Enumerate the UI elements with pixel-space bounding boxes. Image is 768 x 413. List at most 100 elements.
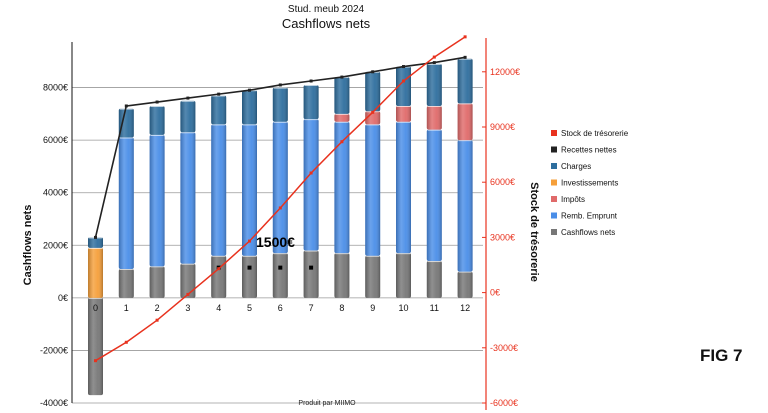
legend-swatch <box>551 130 557 136</box>
bars <box>88 58 473 396</box>
stock-tresorerie-point <box>278 206 282 210</box>
bar-shading <box>88 297 103 396</box>
bar-shading <box>426 261 442 298</box>
bar-shading <box>118 137 134 269</box>
recettes-nettes-point <box>124 104 128 108</box>
lines <box>94 35 467 363</box>
x-tick-label: 4 <box>216 303 221 313</box>
bar-shading <box>396 253 411 298</box>
y2-tick-label: 12000€ <box>490 67 520 77</box>
legend-swatch <box>551 163 557 169</box>
bar-shading <box>180 132 196 264</box>
bar-shading <box>426 63 442 106</box>
recettes-nettes-point <box>278 83 282 87</box>
recettes-nettes-point <box>155 100 159 104</box>
bar-shading <box>242 90 257 125</box>
y-tick-label: 2000€ <box>43 240 68 250</box>
bar-shading <box>272 121 288 254</box>
bar-shading <box>272 87 288 122</box>
legend[interactable]: Stock de trésorerie Recettes nettes Charge… <box>551 129 629 237</box>
bar-shading <box>180 263 196 298</box>
bar-shading <box>149 266 165 298</box>
stock-tresorerie-point <box>371 110 375 114</box>
bar-shading <box>334 121 350 254</box>
x-tick-label: 9 <box>370 303 375 313</box>
bar-shading <box>457 140 473 272</box>
figure-label: FIG 7 <box>700 346 743 365</box>
bar-shading <box>365 71 381 112</box>
stock-tresorerie-point <box>155 318 159 322</box>
chart-title: Stud. meub 2024 <box>288 4 365 15</box>
x-tick-label: 7 <box>309 303 314 313</box>
x-tick-label: 12 <box>460 303 470 313</box>
y-tick-label: -4000€ <box>40 398 68 408</box>
stock-tresorerie-point <box>402 79 405 83</box>
axes: -4000€ -2000€ 0€ 2000€ 4000€ 6000€ 8000€ -6000€… <box>40 38 520 410</box>
x-tick-label: 10 <box>398 303 408 313</box>
legend-entry[interactable]: Stock de trésorerie <box>561 129 629 138</box>
bar-shading <box>365 111 381 125</box>
bar-shading <box>211 95 227 125</box>
legend-entry[interactable]: Remb. Emprunt <box>561 212 618 221</box>
legend-swatch <box>551 212 557 219</box>
bar-shading <box>396 121 411 254</box>
recettes-nettes-point <box>186 96 190 100</box>
legend-entry[interactable]: Charges <box>561 162 591 171</box>
recettes-nettes-point <box>371 70 375 74</box>
y-tick-label: 6000€ <box>43 135 68 145</box>
bar-shading <box>180 100 196 133</box>
legend-swatch <box>551 196 557 202</box>
bar-shading <box>457 58 473 104</box>
x-tick-label: 5 <box>247 303 252 313</box>
y2-tick-label: 3000€ <box>490 232 515 242</box>
bar-shading <box>334 113 350 122</box>
bar-shading <box>396 66 411 106</box>
recettes-nettes-point <box>248 88 251 92</box>
legend-entry[interactable]: Cashflows nets <box>561 228 615 237</box>
bar-shading <box>396 105 411 122</box>
bar-shading <box>303 119 319 251</box>
y2-tick-label: -6000€ <box>490 398 518 408</box>
y2-tick-label: 9000€ <box>490 122 515 132</box>
stock-tresorerie-point <box>463 35 467 39</box>
stock-tresorerie-point <box>186 292 190 296</box>
bar-shading <box>88 237 103 248</box>
bar-shading <box>426 129 442 262</box>
stock-tresorerie-point <box>309 171 313 175</box>
marker-point <box>309 265 314 270</box>
y-tick-label: 0€ <box>58 293 68 303</box>
stock-tresorerie-point <box>124 340 128 344</box>
x-tick-label: 3 <box>185 303 190 313</box>
axis-title-right: Stock de trésorerie <box>528 182 540 282</box>
x-tick-label: 2 <box>155 303 160 313</box>
x-tick-label: 6 <box>278 303 283 313</box>
stock-tresorerie-point <box>94 359 97 363</box>
stock-tresorerie-point <box>248 239 251 243</box>
recettes-nettes-point <box>402 65 405 69</box>
bar-shading <box>88 247 103 298</box>
y2-tick-label: -3000€ <box>490 343 518 353</box>
bar-shading <box>334 253 350 298</box>
bar-shading <box>149 105 165 135</box>
recettes-nettes-point <box>217 92 221 96</box>
axis-title-left: Cashflows nets <box>22 205 34 286</box>
bar-shading <box>365 255 381 298</box>
bar-shading <box>118 108 134 138</box>
x-tick-label: 11 <box>430 303 439 313</box>
x-tick-label: 8 <box>339 303 344 313</box>
recettes-nettes-point <box>463 55 467 59</box>
legend-entry[interactable]: Recettes nettes <box>561 146 617 155</box>
bar-shading <box>211 255 227 298</box>
bar-shading <box>334 77 350 114</box>
bar-shading <box>426 105 442 130</box>
legend-entry[interactable]: Impôts <box>561 195 585 204</box>
bar-shading <box>242 124 257 256</box>
legend-swatch <box>551 229 557 235</box>
recettes-nettes-point <box>340 75 344 79</box>
bar-shading <box>303 250 319 298</box>
legend-swatch <box>551 179 557 186</box>
marker-point <box>247 265 252 270</box>
bar-shading <box>457 103 473 141</box>
stock-tresorerie-point <box>432 55 436 59</box>
legend-entry[interactable]: Investissements <box>561 179 618 188</box>
